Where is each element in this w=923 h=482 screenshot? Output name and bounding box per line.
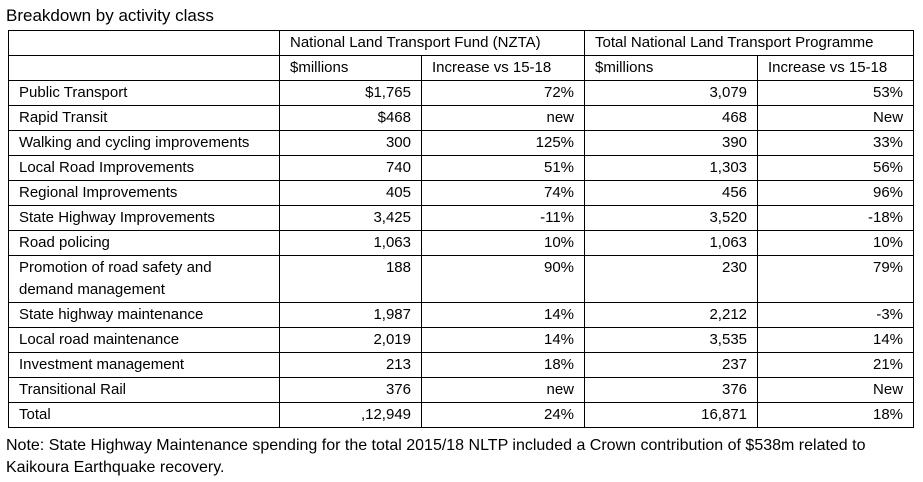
- value-cell: 468: [584, 105, 759, 131]
- value-cell: 3,520: [584, 205, 759, 231]
- row-label: Walking and cycling improvements: [8, 130, 280, 156]
- value-cell: 237: [584, 352, 759, 378]
- value-cell: 3,535: [584, 327, 759, 353]
- value-cell: 10%: [757, 230, 915, 256]
- value-cell: 14%: [420, 302, 586, 328]
- sub-header-row: $millions Increase vs 15-18 $millions Incre…: [8, 55, 915, 81]
- table-row: Road policing 1,063 10% 1,063 10%: [8, 230, 915, 256]
- row-label: Regional Improvements: [8, 180, 280, 206]
- value-cell: 90%: [420, 255, 586, 303]
- value-cell: 213: [279, 352, 422, 378]
- table-row: Transitional Rail 376 new 376 New: [8, 377, 915, 403]
- row-label: Road policing: [8, 230, 280, 256]
- value-cell: 230: [584, 255, 759, 303]
- table-row: Regional Improvements 405 74% 456 96%: [8, 180, 915, 206]
- value-cell: 14%: [420, 327, 586, 353]
- row-label: Total: [8, 402, 280, 428]
- value-cell: 10%: [420, 230, 586, 256]
- sub-header: Increase vs 15-18: [420, 55, 586, 81]
- group-header: National Land Transport Fund (NZTA): [278, 30, 586, 56]
- value-cell: 376: [279, 377, 422, 403]
- table-row: Local road maintenance 2,019 14% 3,535 14%: [8, 327, 915, 353]
- value-cell: 96%: [757, 180, 915, 206]
- value-cell: 3,425: [279, 205, 422, 231]
- table-row: State Highway Improvements 3,425 -11% 3,520…: [8, 205, 915, 231]
- value-cell: 72%: [420, 80, 586, 106]
- note: Note: State Highway Maintenance spending…: [6, 437, 866, 476]
- group-header-row: National Land Transport Fund (NZTA) Tota…: [8, 30, 915, 56]
- value-cell: 2,212: [584, 302, 759, 328]
- value-cell: 3,079: [584, 80, 759, 106]
- row-label: Local Road Improvements: [8, 155, 280, 181]
- row-label: Public Transport: [8, 80, 280, 106]
- value-cell: 1,303: [584, 155, 759, 181]
- value-cell: 53%: [757, 80, 915, 106]
- value-cell: new: [420, 377, 586, 403]
- table-row: Rapid Transit $468 new 468 New: [8, 105, 915, 131]
- table-row: Local Road Improvements 740 51% 1,303 56%: [8, 155, 915, 181]
- value-cell: New: [757, 105, 915, 131]
- table-row: Public Transport $1,765 72% 3,079 53%: [8, 80, 915, 106]
- table-row: Promotion of road safety and demand mana…: [8, 255, 915, 303]
- value-cell: 456: [584, 180, 759, 206]
- value-cell: 33%: [757, 130, 915, 156]
- table-row: State highway maintenance 1,987 14% 2,212 -3…: [8, 302, 915, 328]
- empty-cell: [8, 55, 280, 81]
- value-cell: 300: [279, 130, 422, 156]
- value-cell: new: [420, 105, 586, 131]
- value-cell: -18%: [757, 205, 915, 231]
- row-label: Transitional Rail: [8, 377, 280, 403]
- value-cell: 125%: [420, 130, 586, 156]
- value-cell: 405: [279, 180, 422, 206]
- value-cell: 740: [279, 155, 422, 181]
- value-cell: ,12,949: [279, 402, 422, 428]
- value-cell: 18%: [757, 402, 915, 428]
- table-row: Walking and cycling improvements 300 125% 3…: [8, 130, 915, 156]
- value-cell: $468: [279, 105, 422, 131]
- value-cell: -11%: [420, 205, 586, 231]
- sub-header: Increase vs 15-18: [757, 55, 915, 81]
- sub-header: $millions: [279, 55, 422, 81]
- value-cell: 79%: [757, 255, 915, 303]
- row-label: State Highway Improvements: [8, 205, 280, 231]
- value-cell: 51%: [420, 155, 586, 181]
- value-cell: 56%: [757, 155, 915, 181]
- value-cell: 16,871: [584, 402, 759, 428]
- value-cell: 1,063: [584, 230, 759, 256]
- row-label: Investment management: [8, 352, 280, 378]
- value-cell: $1,765: [279, 80, 422, 106]
- value-cell: 24%: [420, 402, 586, 428]
- value-cell: 2,019: [279, 327, 422, 353]
- table-row: Investment management 213 18% 237 21%: [8, 352, 915, 378]
- group-header: Total National Land Transport Programme: [584, 30, 915, 56]
- value-cell: 21%: [757, 352, 915, 378]
- value-cell: 188: [279, 255, 422, 303]
- value-cell: 14%: [757, 327, 915, 353]
- row-label: State highway maintenance: [8, 302, 280, 328]
- table-row: Total ,12,949 24% 16,871 18%: [8, 402, 915, 428]
- value-cell: New: [757, 377, 915, 403]
- sub-header: $millions: [584, 55, 759, 81]
- table: National Land Transport Fund (NZTA) Tota…: [8, 30, 915, 428]
- row-label: Promotion of road safety and demand mana…: [8, 255, 280, 303]
- table-body: National Land Transport Fund (NZTA) Tota…: [8, 30, 915, 428]
- title: Breakdown by activity class: [6, 6, 214, 25]
- row-label: Rapid Transit: [8, 105, 280, 131]
- value-cell: 390: [584, 130, 759, 156]
- value-cell: 1,987: [279, 302, 422, 328]
- empty-cell: [8, 30, 280, 56]
- row-label: Local road maintenance: [8, 327, 280, 353]
- value-cell: 1,063: [279, 230, 422, 256]
- value-cell: 18%: [420, 352, 586, 378]
- value-cell: 74%: [420, 180, 586, 206]
- value-cell: 376: [584, 377, 759, 403]
- value-cell: -3%: [757, 302, 915, 328]
